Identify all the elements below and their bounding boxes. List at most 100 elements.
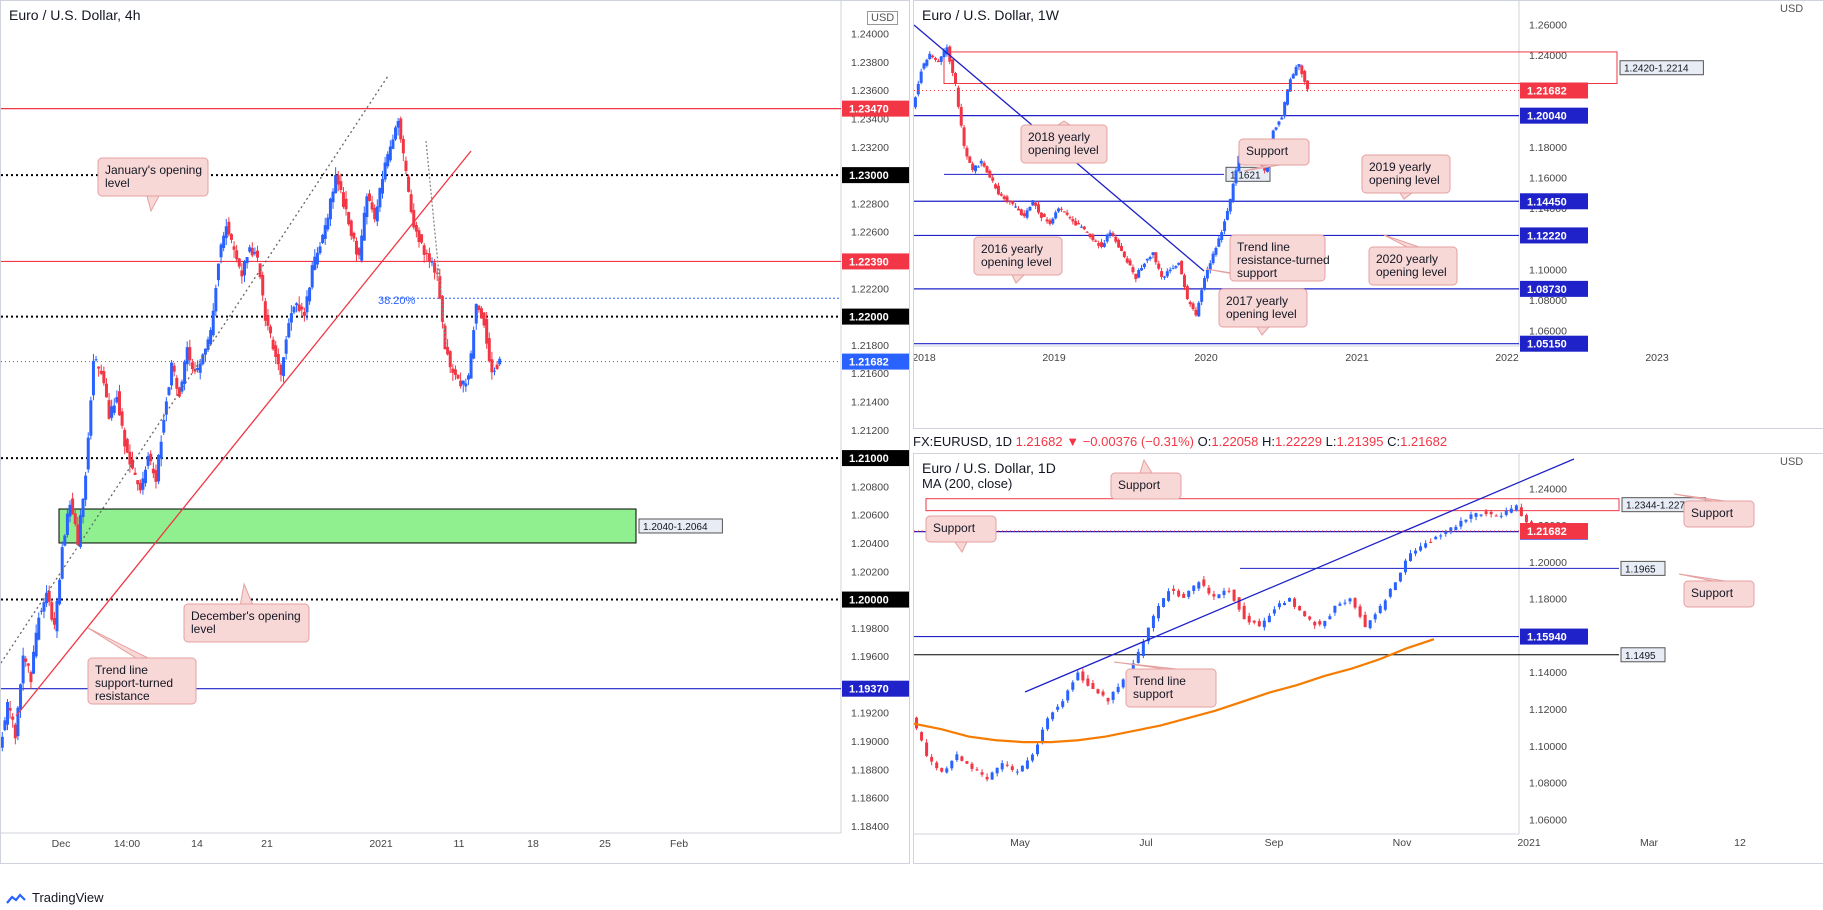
candle-body [318, 246, 322, 254]
candle-body [157, 454, 161, 482]
callout-pointer [1678, 573, 1726, 582]
candle-body [1041, 729, 1045, 742]
candle-body [1444, 531, 1448, 534]
candle-body [136, 480, 140, 485]
candle-body [1489, 511, 1493, 515]
x-tick-label: 2018 [914, 352, 936, 364]
candle-body [1303, 70, 1307, 82]
candle-body [430, 261, 434, 263]
candle-body [414, 224, 418, 232]
candle-body [1020, 765, 1024, 772]
candle-body [920, 732, 924, 741]
candle-body [991, 177, 995, 181]
candle-body [925, 59, 929, 66]
candle-body [453, 369, 457, 376]
candle-body [24, 658, 28, 662]
candle-body [942, 50, 946, 58]
candle-body [1393, 582, 1397, 591]
trend-line-support [1024, 458, 1575, 693]
candle-body [375, 206, 379, 222]
candle-body [1192, 585, 1196, 591]
ohlc-high-label: H: [1262, 434, 1275, 449]
candle-body [1519, 507, 1523, 517]
candle-body [125, 439, 129, 453]
ohlc-low: 1.21395 [1336, 434, 1384, 449]
candle-body [344, 198, 348, 210]
unit-label-1w: USD [1780, 3, 1804, 15]
candle-body [1140, 268, 1144, 271]
callout-box [1368, 246, 1458, 286]
candle-body [1051, 218, 1055, 224]
level-price-tag [1520, 227, 1588, 244]
candle-body [1223, 221, 1227, 232]
ohlc-open-label: O: [1197, 434, 1212, 449]
callout-text: opening level [1028, 143, 1099, 157]
candle-body [1439, 535, 1443, 537]
chart-title-1w: Euro / U.S. Dollar, 1W [922, 7, 1059, 23]
candle-body [224, 226, 228, 239]
candle-body [919, 71, 923, 83]
candle-body [1066, 690, 1070, 701]
candle-body [1117, 239, 1121, 248]
candle-body [240, 270, 244, 277]
ohlc-change: ▼ −0.00376 (−0.31%) [1066, 434, 1195, 449]
candle-body [954, 73, 958, 84]
chart-1w-svg[interactable]: 1.260001.240001.220001.200001.180001.160… [914, 1, 1823, 428]
candle-body [1039, 212, 1043, 218]
x-tick-label: 14 [191, 838, 203, 850]
y-tick-label: 1.18800 [851, 764, 889, 776]
candle-body [292, 306, 296, 313]
zone-label: 1.2344-1.2279 [1626, 501, 1691, 512]
candle-body [1242, 605, 1246, 620]
chart-panel-1w[interactable]: 1.260001.240001.220001.200001.180001.160… [913, 0, 1823, 429]
candle-body [185, 347, 189, 365]
candle-body [409, 194, 413, 212]
candle-body [474, 304, 478, 324]
candle-body [1071, 682, 1075, 690]
candle-body [1137, 270, 1141, 278]
candle-body [1086, 678, 1090, 686]
candle-body [1074, 221, 1078, 226]
brand-label: TradingView [32, 890, 104, 905]
candle-body [190, 362, 194, 370]
candle-body [1434, 536, 1438, 540]
x-tick-label: 21 [261, 838, 273, 850]
y-tick-label: 1.23200 [851, 142, 889, 154]
candle-body [279, 364, 283, 375]
candle-body [1280, 117, 1284, 120]
callout-box [1361, 154, 1451, 194]
candle-body [331, 191, 335, 203]
chart-panel-4h[interactable]: 1.240001.238001.236001.234001.232001.230… [0, 0, 910, 864]
candle-body [968, 156, 972, 163]
candle-body [1479, 514, 1483, 516]
candle-body [349, 220, 353, 236]
candle-body [965, 761, 969, 764]
y-tick-label: 1.08000 [1529, 778, 1567, 790]
candle-body [1484, 511, 1488, 515]
candle-body [1030, 754, 1034, 761]
candle-body [962, 127, 966, 146]
candle-body [1231, 183, 1235, 202]
callout-text: Trend line [1133, 674, 1186, 688]
candle-body [1019, 209, 1023, 216]
chart-panel-1d[interactable]: 1.240001.220001.200001.180001.160001.140… [913, 453, 1823, 864]
candle-body [11, 716, 15, 720]
candle-body [970, 763, 974, 769]
candle-body [1171, 268, 1175, 270]
zone-label: 1.2040-1.2064 [643, 522, 708, 533]
callout-pointer [1139, 458, 1153, 474]
callout-text: 2016 yearly [981, 242, 1043, 256]
candle-body [420, 234, 424, 243]
candle-body [120, 411, 124, 426]
chart-4h-svg[interactable]: 1.240001.238001.236001.234001.232001.230… [1, 1, 909, 863]
candle-body [170, 362, 174, 386]
y-tick-label: 1.10000 [1529, 741, 1567, 753]
chart-title-1d: Euro / U.S. Dollar, 1D [922, 460, 1056, 476]
callout-text: support-turned [95, 676, 173, 690]
callout-box [925, 515, 997, 543]
candle-body [1323, 620, 1327, 627]
callout-text: opening level [1376, 265, 1447, 279]
chart-1d-svg[interactable]: 1.240001.220001.200001.180001.160001.140… [914, 454, 1823, 863]
candle-body [47, 590, 51, 602]
callout-pointer [1056, 120, 1072, 126]
